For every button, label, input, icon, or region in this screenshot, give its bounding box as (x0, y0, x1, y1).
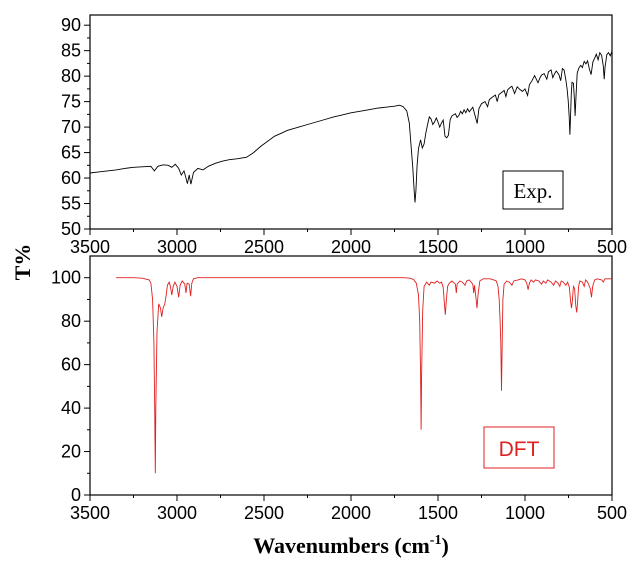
dft-x-tick-label: 1500 (418, 503, 458, 523)
exp-legend: Exp. (502, 170, 564, 210)
dft-y-tick-label: 40 (61, 398, 81, 418)
exp-y-tick-label: 50 (61, 219, 81, 239)
exp-y-tick-label: 60 (61, 168, 81, 188)
dft-y-tick-label: 20 (61, 442, 81, 462)
exp-legend-box (502, 170, 564, 210)
exp-y-tick-label: 70 (61, 117, 81, 137)
dft-x-tick-label: 2000 (331, 503, 371, 523)
exp-x-tick-label: 2000 (331, 237, 371, 257)
exp-x-tick-label: 2500 (244, 237, 284, 257)
dft-series-line (116, 277, 612, 474)
dft-axis-ticks: 3500 3000 2500 2000 1500 1000 500 0 20 40 60 80 100 (51, 268, 627, 523)
dft-x-tick-label: 3500 (70, 503, 110, 523)
exp-series-line (89, 51, 613, 203)
dft-legend-label: DFT (499, 438, 540, 461)
x-axis-title: Wavenumbers (cm-1) (253, 533, 449, 558)
dft-y-tick-label: 0 (71, 485, 81, 505)
exp-x-tick-label: 1000 (505, 237, 545, 257)
dft-x-tick-label: 500 (597, 503, 627, 523)
dft-legend-box (483, 426, 555, 469)
exp-y-tick-label: 80 (61, 66, 81, 86)
exp-x-tick-label: 3500 (70, 237, 110, 257)
exp-y-tick-label: 75 (61, 92, 81, 112)
dft-x-tick-label: 1000 (505, 503, 545, 523)
exp-x-tick-label: 500 (597, 237, 627, 257)
exp-y-tick-label: 65 (61, 143, 81, 163)
dft-x-tick-label: 2500 (244, 503, 284, 523)
dft-legend: DFT (483, 426, 555, 469)
dft-y-tick-label: 80 (61, 311, 81, 331)
dft-x-tick-label: 3000 (157, 503, 197, 523)
y-axis-title: T% (10, 244, 35, 281)
dft-spectrum-panel: 3500 3000 2500 2000 1500 1000 500020406080100 … (51, 255, 627, 523)
exp-axis-ticks: 3500 3000 2500 2000 1500 1000 500 50 55 60 65 70 75 8… (61, 15, 627, 257)
dft-y-tick-label: 60 (61, 355, 81, 375)
exp-legend-label: Exp. (513, 179, 552, 203)
exp-y-tick-label: 55 (61, 194, 81, 214)
dft-y-tick-label: 100 (51, 268, 81, 288)
exp-x-tick-label: 3000 (157, 237, 197, 257)
exp-x-tick-label: 1500 (418, 237, 458, 257)
exp-y-tick-label: 85 (61, 41, 81, 61)
exp-y-tick-label: 90 (61, 15, 81, 35)
exp-spectrum-panel: 3500 3000 2500 2000 1500 1000 500 50 55 60 65 70 75 8… (61, 14, 627, 257)
